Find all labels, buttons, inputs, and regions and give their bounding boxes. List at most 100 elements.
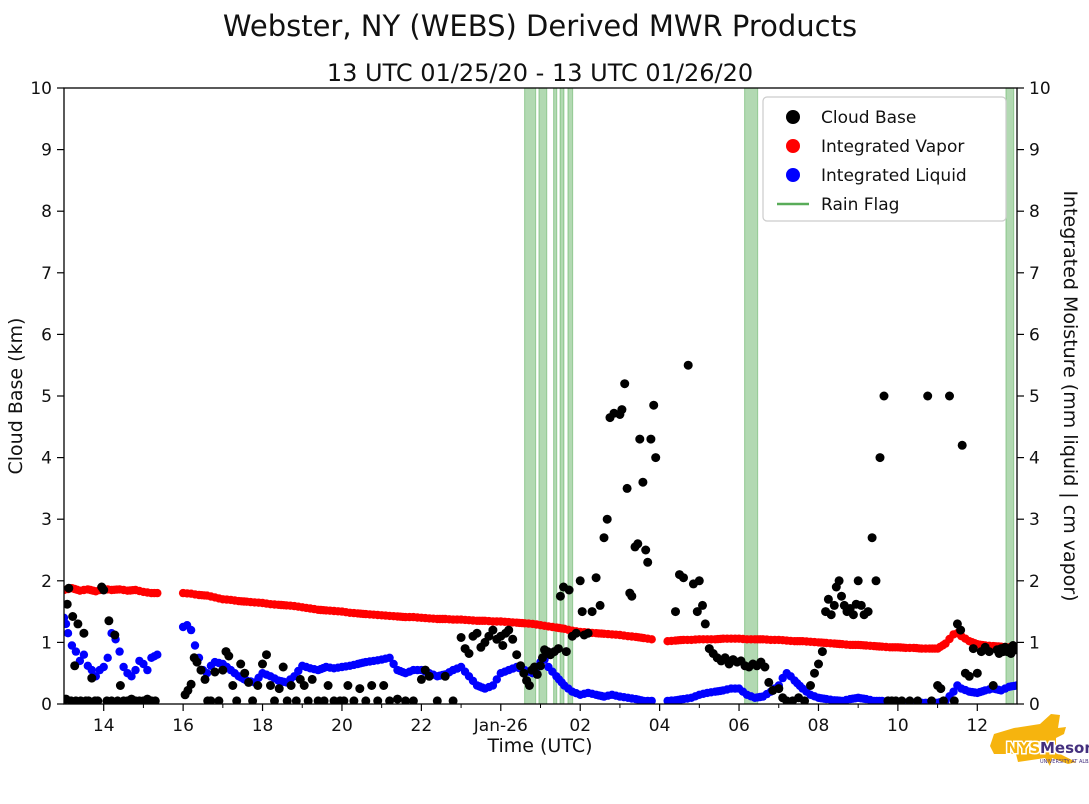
cloud-base-dot: [764, 677, 774, 687]
cloud-base-dot: [349, 696, 359, 704]
cloud-base-dot: [622, 483, 632, 493]
y-tick-label-left: 3: [41, 510, 52, 530]
cloud-base-dot: [651, 453, 661, 463]
cloud-base-dot: [432, 696, 442, 704]
cloud-base-dot: [553, 644, 563, 654]
cloud-base-dot: [879, 391, 889, 401]
cloud-base-dot: [561, 647, 571, 657]
y-tick-label-right: 5: [1029, 387, 1040, 407]
cloud-base-dot: [683, 360, 693, 370]
x-tick-label: 04: [649, 716, 671, 736]
cloud-base-dot: [587, 607, 597, 617]
y-tick-label-right: 1: [1029, 633, 1040, 653]
cloud-base-dot: [282, 696, 292, 704]
cloud-base-dot: [848, 610, 858, 620]
integrated-liquid-dot: [71, 647, 81, 656]
cloud-base-dot: [837, 591, 846, 601]
y-tick-label-right: 6: [1029, 325, 1040, 345]
cloud-base-dot: [70, 661, 80, 671]
cloud-base-dot: [498, 641, 508, 650]
rain-flag-band: [553, 88, 558, 704]
cloud-base-dot: [240, 668, 250, 678]
cloud-base-dot: [206, 696, 216, 704]
x-axis-label: Time (UTC): [486, 735, 592, 757]
x-tick-label: 14: [93, 716, 115, 736]
integrated-liquid-dot: [127, 672, 136, 681]
x-tick-label: Jan-26: [473, 716, 528, 736]
cloud-base-dot: [424, 671, 434, 681]
rain-flag-band: [538, 88, 548, 704]
cloud-base-dot: [641, 545, 651, 555]
cloud-base-dot: [253, 681, 263, 690]
integrated-liquid-dot: [488, 681, 498, 690]
cloud-base-dot: [988, 681, 998, 690]
cloud-base-dot: [278, 662, 288, 672]
cloud-base-dot: [617, 405, 627, 415]
cloud-base-dot: [698, 600, 707, 610]
cloud-base-dot: [228, 681, 238, 690]
cloud-base-dot: [258, 659, 267, 669]
cloud-base-dot: [826, 610, 836, 620]
y-tick-label-left: 6: [41, 325, 52, 345]
cloud-base-dot: [440, 671, 450, 681]
cloud-base-dot: [110, 630, 120, 640]
cloud-base-dot: [810, 668, 819, 678]
cloud-base-dot: [355, 684, 365, 694]
cloud-base-dot: [99, 585, 109, 595]
cloud-base-dot: [583, 628, 593, 638]
cloud-base-dot: [456, 633, 466, 642]
cloud-base-dot: [957, 440, 967, 450]
x-tick-label: 02: [569, 716, 591, 736]
y-tick-label-right: 2: [1029, 572, 1040, 592]
cloud-base-dot: [373, 696, 383, 704]
x-tick-label: 10: [887, 716, 909, 736]
cloud-base-dot: [643, 557, 653, 567]
cloud-base-dot: [984, 647, 994, 657]
x-tick-label: 06: [728, 716, 750, 736]
cloud-base-dot: [936, 684, 946, 694]
cloud-base-dot: [232, 696, 242, 704]
cloud-base-dot: [339, 696, 349, 704]
legend-label: Integrated Vapor: [821, 137, 964, 157]
cloud-base-dot: [416, 674, 426, 684]
rain-flag-band: [524, 88, 537, 704]
cloud-base-dot: [210, 667, 220, 677]
cloud-base-dot: [79, 628, 89, 638]
cloud-base-dot: [299, 681, 309, 690]
integrated-liquid-dot: [115, 647, 124, 656]
cloud-base-dot: [620, 379, 630, 389]
logo-nys-text: NYS: [1006, 739, 1040, 757]
cloud-base-dot: [464, 649, 474, 658]
cloud-base-dot: [694, 576, 704, 586]
integrated-liquid-dot: [190, 641, 200, 650]
legend-marker-dot: [786, 139, 800, 153]
cloud-base-dot: [760, 662, 770, 672]
cloud-base-dot: [512, 650, 522, 660]
chart-title: Webster, NY (WEBS) Derived MWR Products: [223, 9, 857, 43]
integrated-vapor-dot: [647, 635, 656, 644]
cloud-base-dot: [700, 619, 710, 629]
cloud-base-dot: [303, 696, 313, 704]
integrated-liquid-dot: [153, 650, 162, 659]
y-tick-label-left: 10: [30, 79, 52, 99]
integrated-liquid-dot: [949, 687, 958, 696]
cloud-base-dot: [224, 651, 234, 661]
cloud-base-dot: [516, 661, 526, 671]
cloud-base-dot: [472, 628, 482, 638]
legend-label: Integrated Liquid: [821, 166, 967, 186]
cloud-base-dot: [307, 674, 317, 684]
rain-flag-band: [1005, 88, 1015, 704]
y-tick-label-right: 9: [1029, 141, 1040, 161]
cloud-base-dot: [504, 625, 514, 635]
cloud-base-dot: [323, 681, 333, 690]
y-tick-label-right: 8: [1029, 202, 1040, 222]
cloud-base-dot: [1010, 645, 1017, 655]
cloud-base-dot: [638, 477, 648, 487]
cloud-base-dot: [633, 539, 643, 549]
cloud-base-dot: [595, 600, 605, 610]
y-tick-label-right: 7: [1029, 264, 1040, 284]
nys-mesonet-logo: NYS Mesonet UNIVERSITY AT ALBANY: [990, 714, 1089, 766]
y-tick-label-left: 1: [41, 633, 52, 653]
